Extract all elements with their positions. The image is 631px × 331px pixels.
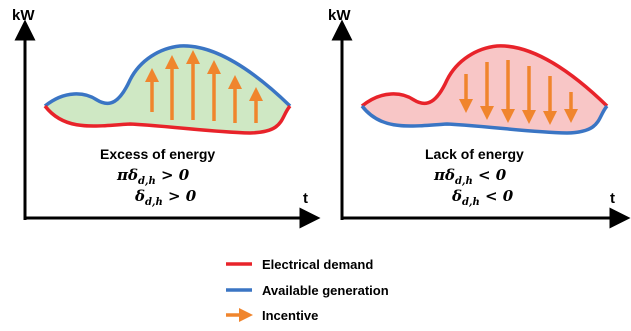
right-generation-curve: [360, 104, 609, 135]
right-eq-1: πδd,h < 0: [433, 166, 507, 187]
left-y-axis-label: kW: [12, 7, 35, 24]
right-lack-region: [362, 45, 607, 133]
right-panel-title: Lack of energy: [425, 146, 524, 162]
legend: Electrical demand Available generation I…: [226, 257, 389, 323]
legend-generation-label: Available generation: [262, 283, 389, 298]
left-panel: kW t Excess of energy πδd,h > 0 δd,h > 0: [12, 7, 321, 229]
legend-incentive-label: Incentive: [262, 308, 318, 323]
right-demand-curve: [360, 44, 609, 108]
right-y-axis-label: kW: [328, 7, 351, 24]
right-eq-2: δd,h < 0: [451, 187, 514, 208]
left-panel-title: Excess of energy: [100, 146, 215, 162]
right-panel: kW t Lack of energy πδd,h < 0 δd,h < 0: [328, 7, 631, 229]
legend-item-generation: Available generation: [226, 283, 389, 298]
legend-item-demand: Electrical demand: [226, 257, 373, 272]
left-x-axis-label: t: [303, 190, 308, 207]
left-eq-2: δd,h > 0: [134, 187, 197, 208]
right-x-axis-label: t: [610, 190, 615, 207]
left-demand-curve: [43, 104, 292, 135]
left-eq-1: πδd,h > 0: [116, 166, 190, 187]
legend-demand-label: Electrical demand: [262, 257, 373, 272]
left-generation-curve: [43, 44, 292, 108]
left-excess-region: [45, 45, 290, 133]
legend-item-incentive: Incentive: [226, 308, 318, 323]
